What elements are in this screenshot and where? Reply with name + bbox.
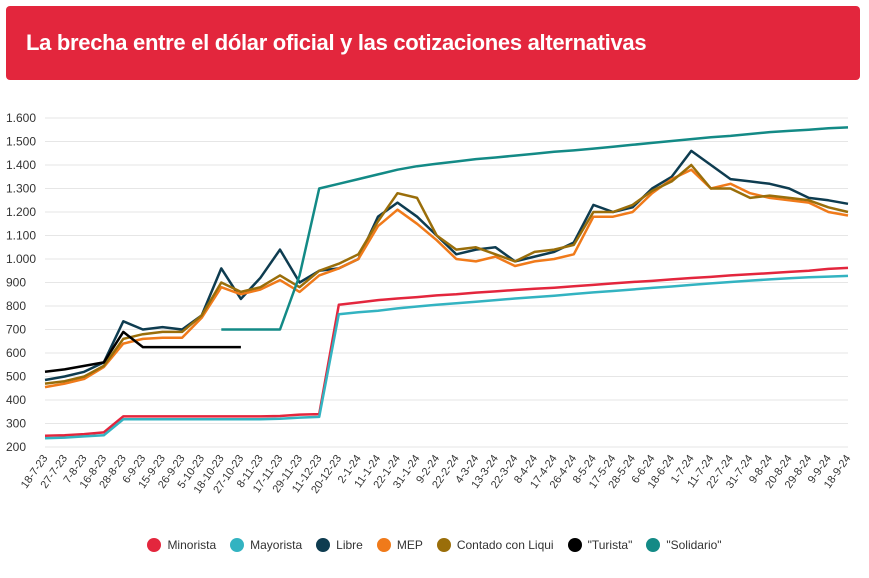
legend-label: Minorista: [167, 538, 217, 552]
y-axis: 200 300 400 500 600 700 800 900 1.000 1.100 1.200 1…: [6, 111, 36, 454]
y-tick-label: 1.600: [6, 111, 36, 125]
legend-label: MEP: [396, 538, 423, 552]
legend-item-turista[interactable]: "Turista": [567, 538, 633, 552]
y-tick-label: 1.400: [6, 158, 36, 172]
y-tick-label: 200: [6, 440, 26, 454]
y-tick-label: 1.200: [6, 205, 36, 219]
series-line-minorista: [44, 266, 849, 437]
legend: Minorista Mayorista Libre MEP Contado con Li…: [0, 534, 869, 556]
y-tick-label: 1.100: [6, 229, 36, 243]
y-tick-label: 600: [6, 346, 26, 360]
y-tick-label: 700: [6, 323, 26, 337]
legend-label: Libre: [336, 538, 363, 552]
legend-swatch: [567, 538, 582, 552]
y-tick-label: 1.000: [6, 252, 36, 266]
series-line-turista: [44, 330, 241, 374]
chart-title: La brecha entre el dólar oficial y las c…: [26, 30, 647, 55]
legend-swatch: [436, 538, 451, 552]
legend-item-contado-con-liqui[interactable]: Contado con Liqui: [436, 538, 554, 552]
legend-label: Mayorista: [250, 538, 303, 552]
legend-swatch: [230, 538, 245, 552]
legend-item-minorista[interactable]: Minorista: [147, 538, 216, 552]
series-line-mayorista: [44, 274, 849, 440]
legend-label: "Turista": [587, 538, 633, 552]
legend-swatch: [646, 538, 661, 552]
series-line-mep: [44, 168, 849, 389]
y-tick-label: 1.500: [6, 135, 36, 149]
y-tick-label: 800: [6, 299, 26, 313]
legend-swatch: [376, 538, 391, 552]
series-line-libre: [44, 149, 849, 382]
legend-item-libre[interactable]: Libre: [316, 538, 363, 552]
y-tick-label: 500: [6, 370, 26, 384]
series-lines: [44, 126, 849, 440]
legend-item-mep[interactable]: MEP: [376, 538, 423, 552]
title-banner: La brecha entre el dólar oficial y las c…: [6, 6, 860, 80]
series-line-solidario: [221, 126, 849, 331]
legend-swatch: [316, 538, 331, 552]
y-tick-label: 400: [6, 393, 26, 407]
x-axis: 18-7-2327-7-237-8-2316-8-2328-8-236-9-23…: [19, 453, 854, 496]
legend-item-solidario[interactable]: "Solidario": [646, 538, 722, 552]
series-line-contado-con-liqui: [44, 163, 849, 385]
y-tick-label: 1.300: [6, 182, 36, 196]
legend-label: Contado con Liqui: [456, 538, 554, 552]
legend-label: "Solidario": [666, 538, 722, 552]
legend-item-mayorista[interactable]: Mayorista: [230, 538, 302, 552]
y-tick-label: 300: [6, 417, 26, 431]
y-tick-label: 900: [6, 276, 26, 290]
legend-swatch: [147, 538, 162, 552]
